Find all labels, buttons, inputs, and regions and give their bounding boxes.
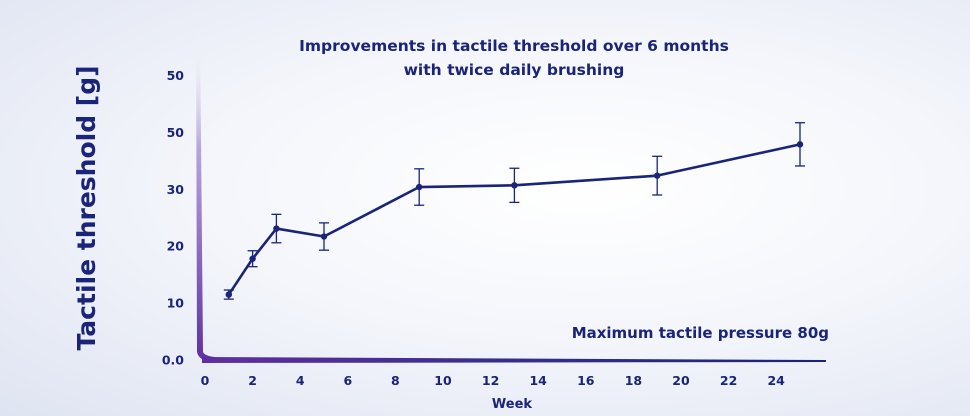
x-tick-label: 2: [248, 373, 257, 388]
data-point: [273, 225, 280, 232]
data-series: [225, 141, 804, 298]
y-axis-line: [196, 30, 215, 362]
chart-title: Improvements in tactile threshold over 6…: [299, 37, 729, 79]
y-tick-label: 10: [167, 296, 185, 311]
x-axis-title: Week: [492, 397, 533, 412]
x-tick-label: 12: [482, 373, 499, 388]
data-point: [249, 255, 256, 262]
data-point: [511, 182, 518, 189]
data-point: [320, 233, 328, 240]
x-tick-label: 20: [672, 373, 690, 388]
data-point: [225, 291, 232, 298]
series-line: [227, 143, 802, 296]
y-tick-label: 50: [167, 68, 185, 83]
max-pressure-annotation: Maximum tactile pressure 80g: [572, 324, 829, 342]
x-tick-label: 6: [343, 373, 352, 388]
y-axis-title: Tactile threshold [g]: [72, 65, 101, 350]
chart-title-line-2: with twice daily brushing: [404, 61, 625, 79]
error-bars: [223, 122, 805, 300]
x-tick-label: 4: [296, 373, 305, 388]
y-axis-ticks: 0.0 10 20 30 50 50: [162, 68, 184, 368]
data-point: [416, 183, 423, 191]
axes: [196, 30, 826, 363]
y-tick-label: 30: [167, 182, 185, 197]
chart-title-line-1: Improvements in tactile threshold over 6…: [299, 37, 729, 55]
x-tick-label: 24: [767, 373, 785, 388]
y-tick-label: 50: [167, 125, 185, 140]
data-point: [654, 172, 661, 179]
x-tick-label: 10: [434, 373, 452, 388]
data-point: [796, 141, 804, 148]
y-tick-label: 20: [167, 239, 185, 254]
y-tick-label: 0.0: [162, 353, 184, 368]
x-tick-label: 22: [720, 373, 737, 388]
x-tick-label: 18: [625, 373, 642, 388]
x-tick-label: 8: [391, 373, 400, 388]
x-tick-label: 14: [529, 373, 547, 388]
x-axis-line: [202, 357, 826, 363]
x-tick-label: 0: [201, 373, 210, 388]
x-axis-ticks: 0 2 4 6 8 10 12 14 16 18 20 22 24: [201, 373, 786, 388]
x-tick-label: 16: [577, 373, 595, 388]
